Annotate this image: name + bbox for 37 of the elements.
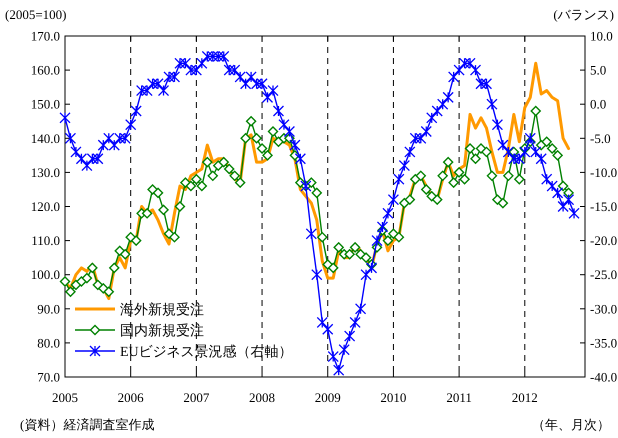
x-tick-label: 2011 bbox=[446, 390, 472, 405]
y2-tick-label: 0.0 bbox=[590, 96, 606, 112]
y2-tick-label: -15.0 bbox=[590, 199, 618, 214]
x-tick-label: 2008 bbox=[249, 390, 276, 405]
y-tick-label: 100.0 bbox=[30, 267, 60, 282]
text: (資料）経済調査室作成 bbox=[20, 417, 154, 432]
legend-label: 海外新規受注 bbox=[120, 302, 204, 318]
x-tick-label: 2006 bbox=[118, 390, 144, 405]
x-tick-label: 2010 bbox=[380, 390, 406, 405]
x-tick-label: 2005 bbox=[52, 390, 78, 405]
y-tick-label: 90.0 bbox=[37, 301, 60, 316]
y2-tick-label: -35.0 bbox=[590, 335, 618, 350]
x-tick-label: 2009 bbox=[314, 390, 341, 405]
y-tick-label: 160.0 bbox=[30, 62, 60, 78]
x-axis-title: （年、月次） bbox=[532, 417, 610, 432]
y2-axis-title: (バランス) bbox=[553, 7, 614, 22]
y-tick-label: 170.0 bbox=[30, 28, 60, 44]
y-tick-label: 110.0 bbox=[31, 233, 60, 248]
y2-tick-label: -5.0 bbox=[590, 130, 611, 146]
y-tick-label: 70.0 bbox=[37, 370, 60, 384]
legend-label: 国内新規受注 bbox=[120, 323, 204, 339]
y2-tick-label: -20.0 bbox=[590, 233, 618, 248]
y2-tick-label: -25.0 bbox=[590, 267, 618, 282]
y2-tick-label: -10.0 bbox=[590, 164, 618, 180]
y-tick-label: 130.0 bbox=[30, 164, 60, 180]
y-tick-label: 150.0 bbox=[30, 96, 60, 112]
y2-tick-label: -40.0 bbox=[590, 370, 618, 384]
x-tick-label: 2007 bbox=[183, 390, 210, 405]
y2-tick-label: 5.0 bbox=[590, 62, 606, 78]
y-tick-label: 140.0 bbox=[30, 130, 60, 146]
y-tick-label: 120.0 bbox=[30, 199, 60, 214]
y-tick-label: 80.0 bbox=[37, 335, 60, 350]
x-tick-label: 2012 bbox=[512, 390, 538, 405]
y2-tick-label: 10.0 bbox=[590, 28, 613, 44]
y2-tick-label: -30.0 bbox=[590, 301, 618, 316]
y-axis-title: (2005=100) bbox=[5, 7, 66, 22]
legend-label: EUビジネス景況感（右軸） bbox=[120, 344, 293, 360]
